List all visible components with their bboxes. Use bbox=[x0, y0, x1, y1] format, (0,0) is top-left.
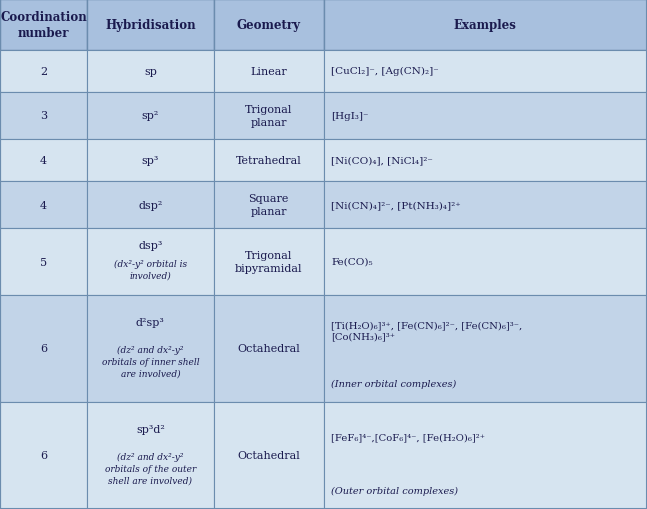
Bar bbox=[214, 295, 324, 402]
Bar bbox=[324, 402, 647, 509]
Text: 2: 2 bbox=[40, 67, 47, 77]
Text: 4: 4 bbox=[40, 156, 47, 165]
Bar bbox=[214, 0, 324, 51]
Text: [Ti(H₂O)₆]³⁺, [Fe(CN)₆]²⁻, [Fe(CN)₆]³⁻,
[Co(NH₃)₆]³⁺: [Ti(H₂O)₆]³⁺, [Fe(CN)₆]²⁻, [Fe(CN)₆]³⁻, … bbox=[331, 321, 523, 341]
Bar bbox=[214, 93, 324, 140]
Bar bbox=[87, 181, 214, 229]
Text: [CuCl₂]⁻, [Ag(CN)₂]⁻: [CuCl₂]⁻, [Ag(CN)₂]⁻ bbox=[331, 67, 439, 76]
Text: d²sp³: d²sp³ bbox=[136, 317, 165, 327]
Text: (dx²-y² orbital is
involved): (dx²-y² orbital is involved) bbox=[114, 260, 187, 280]
Text: dsp²: dsp² bbox=[138, 200, 162, 210]
Text: 3: 3 bbox=[40, 111, 47, 121]
Text: sp: sp bbox=[144, 67, 157, 77]
Text: (dz² and dx²-y²
orbitals of the outer
shell are involved): (dz² and dx²-y² orbitals of the outer sh… bbox=[105, 453, 196, 485]
Text: Octahedral: Octahedral bbox=[237, 344, 300, 354]
Bar bbox=[214, 51, 324, 93]
Bar bbox=[87, 0, 214, 51]
Text: dsp³: dsp³ bbox=[138, 240, 162, 250]
Bar bbox=[0, 51, 87, 93]
Text: sp²: sp² bbox=[142, 111, 159, 121]
Bar bbox=[214, 229, 324, 295]
Text: (Inner orbital complexes): (Inner orbital complexes) bbox=[331, 379, 457, 388]
Text: 4: 4 bbox=[40, 200, 47, 210]
Text: [FeF₆]⁴⁻,[CoF₆]⁴⁻, [Fe(H₂O)₆]²⁺: [FeF₆]⁴⁻,[CoF₆]⁴⁻, [Fe(H₂O)₆]²⁺ bbox=[331, 433, 485, 442]
Bar bbox=[0, 229, 87, 295]
Bar bbox=[0, 0, 87, 51]
Text: Trigonal
planar: Trigonal planar bbox=[245, 105, 292, 127]
Text: Linear: Linear bbox=[250, 67, 287, 77]
Bar bbox=[324, 181, 647, 229]
Bar bbox=[324, 229, 647, 295]
Bar bbox=[324, 0, 647, 51]
Bar bbox=[87, 140, 214, 181]
Text: Hybridisation: Hybridisation bbox=[105, 19, 196, 32]
Text: Geometry: Geometry bbox=[237, 19, 300, 32]
Bar bbox=[324, 295, 647, 402]
Bar bbox=[324, 51, 647, 93]
Bar bbox=[87, 402, 214, 509]
Bar bbox=[0, 295, 87, 402]
Text: sp³d²: sp³d² bbox=[136, 424, 165, 434]
Bar bbox=[324, 93, 647, 140]
Text: Square
planar: Square planar bbox=[248, 194, 289, 216]
Text: [HgI₃]⁻: [HgI₃]⁻ bbox=[331, 111, 369, 121]
Text: Trigonal
bipyramidal: Trigonal bipyramidal bbox=[235, 251, 302, 273]
Text: 6: 6 bbox=[40, 344, 47, 354]
Bar bbox=[0, 402, 87, 509]
Text: 6: 6 bbox=[40, 450, 47, 461]
Bar bbox=[87, 51, 214, 93]
Bar bbox=[0, 93, 87, 140]
Text: Tetrahedral: Tetrahedral bbox=[236, 156, 302, 165]
Bar bbox=[87, 93, 214, 140]
Text: [Ni(CO)₄], [NiCl₄]²⁻: [Ni(CO)₄], [NiCl₄]²⁻ bbox=[331, 156, 433, 165]
Bar bbox=[0, 181, 87, 229]
Bar bbox=[87, 295, 214, 402]
Text: 5: 5 bbox=[40, 257, 47, 267]
Bar bbox=[214, 181, 324, 229]
Bar bbox=[0, 140, 87, 181]
Text: Coordination
number: Coordination number bbox=[0, 11, 87, 40]
Text: [Ni(CN)₄]²⁻, [Pt(NH₃)₄]²⁺: [Ni(CN)₄]²⁻, [Pt(NH₃)₄]²⁺ bbox=[331, 201, 461, 210]
Text: Fe(CO)₅: Fe(CO)₅ bbox=[331, 258, 373, 267]
Bar bbox=[324, 140, 647, 181]
Text: Examples: Examples bbox=[454, 19, 517, 32]
Text: sp³: sp³ bbox=[142, 156, 159, 165]
Text: (Outer orbital complexes): (Outer orbital complexes) bbox=[331, 486, 458, 495]
Text: Octahedral: Octahedral bbox=[237, 450, 300, 461]
Bar bbox=[214, 140, 324, 181]
Bar bbox=[87, 229, 214, 295]
Bar bbox=[214, 402, 324, 509]
Text: (dz² and dx²-y²
orbitals of inner shell
are involved): (dz² and dx²-y² orbitals of inner shell … bbox=[102, 346, 199, 378]
